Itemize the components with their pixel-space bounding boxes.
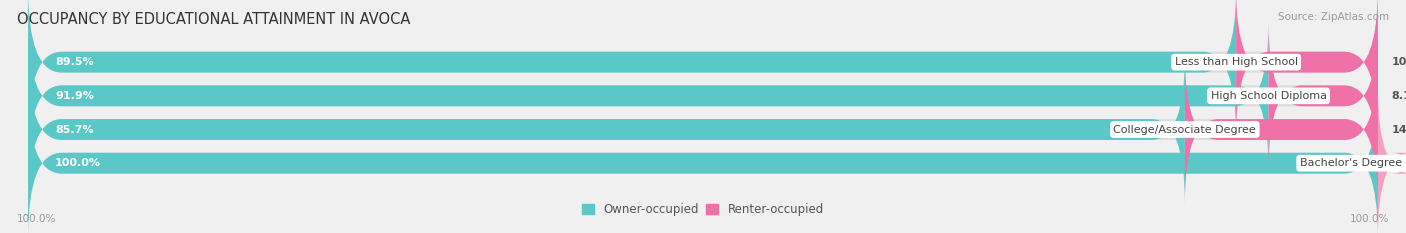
Text: 89.5%: 89.5% — [55, 57, 94, 67]
FancyBboxPatch shape — [28, 89, 1378, 233]
Text: 14.3%: 14.3% — [1392, 124, 1406, 134]
FancyBboxPatch shape — [28, 0, 1378, 136]
Text: High School Diploma: High School Diploma — [1211, 91, 1326, 101]
FancyBboxPatch shape — [28, 22, 1378, 170]
FancyBboxPatch shape — [1236, 0, 1378, 136]
Legend: Owner-occupied, Renter-occupied: Owner-occupied, Renter-occupied — [578, 198, 828, 221]
FancyBboxPatch shape — [1185, 56, 1378, 203]
Text: Bachelor's Degree or higher: Bachelor's Degree or higher — [1299, 158, 1406, 168]
FancyBboxPatch shape — [28, 22, 1268, 170]
Text: 100.0%: 100.0% — [55, 158, 101, 168]
Text: 10.5%: 10.5% — [1392, 57, 1406, 67]
FancyBboxPatch shape — [28, 56, 1378, 203]
Text: 100.0%: 100.0% — [1350, 214, 1389, 224]
Text: OCCUPANCY BY EDUCATIONAL ATTAINMENT IN AVOCA: OCCUPANCY BY EDUCATIONAL ATTAINMENT IN A… — [17, 12, 411, 27]
Text: Source: ZipAtlas.com: Source: ZipAtlas.com — [1278, 12, 1389, 22]
Text: 8.1%: 8.1% — [1392, 91, 1406, 101]
FancyBboxPatch shape — [28, 56, 1185, 203]
Text: 85.7%: 85.7% — [55, 124, 94, 134]
Text: College/Associate Degree: College/Associate Degree — [1114, 124, 1256, 134]
FancyBboxPatch shape — [1378, 89, 1406, 233]
FancyBboxPatch shape — [28, 0, 1236, 136]
FancyBboxPatch shape — [28, 89, 1378, 233]
Text: 100.0%: 100.0% — [17, 214, 56, 224]
Text: 91.9%: 91.9% — [55, 91, 94, 101]
FancyBboxPatch shape — [1268, 22, 1378, 170]
Text: Less than High School: Less than High School — [1174, 57, 1298, 67]
